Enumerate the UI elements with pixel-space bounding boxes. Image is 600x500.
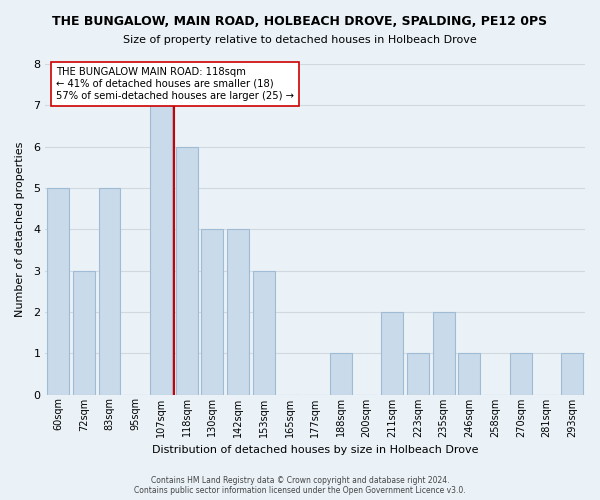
Text: THE BUNGALOW, MAIN ROAD, HOLBEACH DROVE, SPALDING, PE12 0PS: THE BUNGALOW, MAIN ROAD, HOLBEACH DROVE,… <box>52 15 548 28</box>
Bar <box>382 312 403 394</box>
Text: Contains HM Land Registry data © Crown copyright and database right 2024.
Contai: Contains HM Land Registry data © Crown c… <box>134 476 466 495</box>
Bar <box>407 353 429 395</box>
Bar <box>47 188 69 394</box>
X-axis label: Distribution of detached houses by size in Holbeach Drove: Distribution of detached houses by size … <box>152 445 478 455</box>
Bar <box>202 230 223 394</box>
Bar <box>150 106 172 395</box>
Bar <box>98 188 121 394</box>
Bar <box>561 353 583 395</box>
Bar <box>253 270 275 394</box>
Bar <box>433 312 455 394</box>
Bar <box>510 353 532 395</box>
Bar <box>227 230 249 394</box>
Bar <box>458 353 480 395</box>
Text: THE BUNGALOW MAIN ROAD: 118sqm
← 41% of detached houses are smaller (18)
57% of : THE BUNGALOW MAIN ROAD: 118sqm ← 41% of … <box>56 68 294 100</box>
Bar <box>330 353 352 395</box>
Bar <box>176 146 197 394</box>
Bar <box>73 270 95 394</box>
Text: Size of property relative to detached houses in Holbeach Drove: Size of property relative to detached ho… <box>123 35 477 45</box>
Y-axis label: Number of detached properties: Number of detached properties <box>15 142 25 317</box>
